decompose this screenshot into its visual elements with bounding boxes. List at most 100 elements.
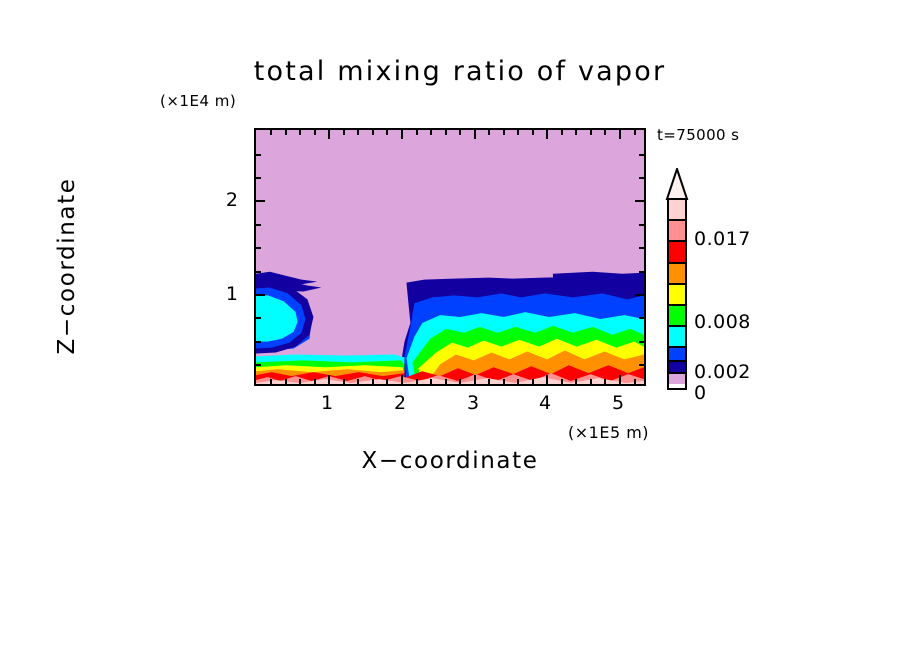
x-minor-tick: [285, 379, 287, 384]
x-top-minor-tick: [445, 130, 447, 135]
x-top-major-tick: [474, 130, 476, 139]
x-top-minor-tick: [604, 130, 606, 135]
x-minor-tick: [299, 379, 301, 384]
x-top-major-tick: [546, 130, 548, 139]
y-minor-tick: [256, 247, 261, 249]
x-minor-tick: [386, 379, 388, 384]
x-major-tick: [328, 375, 330, 384]
x-minor-tick: [372, 379, 374, 384]
y-minor-tick: [256, 224, 261, 226]
y-minor-tick: [256, 177, 261, 179]
timestamp-annotation: t=75000 s: [657, 126, 740, 144]
x-top-minor-tick: [459, 130, 461, 135]
colorbar-arrow-tip: [665, 165, 689, 200]
x-top-minor-tick: [299, 130, 301, 135]
x-top-minor-tick: [343, 130, 345, 135]
x-top-minor-tick: [430, 130, 432, 135]
x-top-major-tick: [401, 130, 403, 139]
x-minor-tick: [314, 379, 316, 384]
y-right-minor-tick: [639, 317, 644, 319]
x-minor-tick: [561, 379, 563, 384]
colorbar-segment: [669, 200, 685, 222]
y-axis-title: Z−coordinate: [54, 177, 80, 355]
y-right-minor-tick: [639, 364, 644, 366]
colorbar[interactable]: [667, 198, 687, 390]
x-tick-label: 4: [538, 392, 552, 414]
x-top-minor-tick: [357, 130, 359, 135]
y-minor-tick: [256, 341, 261, 343]
y-right-minor-tick: [639, 247, 644, 249]
contour-plot-area: [254, 128, 646, 386]
x-minor-tick: [488, 379, 490, 384]
x-top-minor-tick: [270, 130, 272, 135]
x-top-minor-tick: [517, 130, 519, 135]
x-minor-tick: [430, 379, 432, 384]
colorbar-segment: [669, 263, 685, 285]
colorbar-tick-label: 0.002: [694, 361, 751, 383]
x-tick-label: 2: [393, 392, 407, 414]
x-minor-tick: [604, 379, 606, 384]
y-axis-unit-label: (×1E4 m): [160, 92, 237, 110]
x-major-tick: [401, 375, 403, 384]
x-minor-tick: [532, 379, 534, 384]
x-top-minor-tick: [634, 130, 636, 135]
x-top-minor-tick: [532, 130, 534, 135]
y-major-tick: [256, 200, 265, 202]
y-right-minor-tick: [639, 271, 644, 273]
x-minor-tick: [590, 379, 592, 384]
contour-field: [256, 130, 644, 384]
x-minor-tick: [517, 379, 519, 384]
y-minor-tick: [256, 154, 261, 156]
x-axis-title: X−coordinate: [361, 448, 539, 474]
colorbar-segment: [669, 362, 685, 375]
x-tick-label: 1: [320, 392, 334, 414]
x-top-major-tick: [619, 130, 621, 139]
x-minor-tick: [503, 379, 505, 384]
x-major-tick: [474, 375, 476, 384]
y-major-tick: [256, 294, 265, 296]
colorbar-segment: [669, 305, 685, 328]
x-top-minor-tick: [314, 130, 316, 135]
y-tick-label: 2: [225, 189, 238, 211]
x-top-minor-tick: [561, 130, 563, 135]
y-tick-label: 1: [225, 283, 238, 305]
x-axis-unit-label: (×1E5 m): [568, 423, 650, 442]
x-top-minor-tick: [590, 130, 592, 135]
colorbar-segment: [669, 221, 685, 243]
colorbar-segment: [669, 242, 685, 264]
x-minor-tick: [357, 379, 359, 384]
x-tick-label: 3: [466, 392, 480, 414]
y-right-minor-tick: [639, 224, 644, 226]
y-right-major-tick: [635, 200, 644, 202]
colorbar-segment: [669, 284, 685, 306]
x-minor-tick: [416, 379, 418, 384]
colorbar-segment: [669, 374, 685, 385]
x-major-tick: [546, 375, 548, 384]
x-top-minor-tick: [285, 130, 287, 135]
y-minor-tick: [256, 317, 261, 319]
x-top-minor-tick: [503, 130, 505, 135]
y-minor-tick: [256, 364, 261, 366]
y-right-major-tick: [635, 294, 644, 296]
x-top-minor-tick: [575, 130, 577, 135]
x-major-tick: [619, 375, 621, 384]
x-minor-tick: [270, 379, 272, 384]
y-minor-tick: [256, 271, 261, 273]
y-right-minor-tick: [639, 154, 644, 156]
colorbar-tick-label: 0.017: [694, 228, 751, 250]
x-minor-tick: [343, 379, 345, 384]
colorbar-tick-label: 0.008: [694, 311, 751, 333]
x-minor-tick: [445, 379, 447, 384]
page-title: total mixing ratio of vapor: [253, 56, 667, 87]
colorbar-segment: [669, 348, 685, 363]
x-top-minor-tick: [416, 130, 418, 135]
y-right-minor-tick: [639, 177, 644, 179]
x-minor-tick: [575, 379, 577, 384]
x-minor-tick: [459, 379, 461, 384]
x-top-minor-tick: [488, 130, 490, 135]
x-top-major-tick: [328, 130, 330, 139]
colorbar-segment: [669, 327, 685, 349]
x-top-minor-tick: [372, 130, 374, 135]
x-minor-tick: [634, 379, 636, 384]
